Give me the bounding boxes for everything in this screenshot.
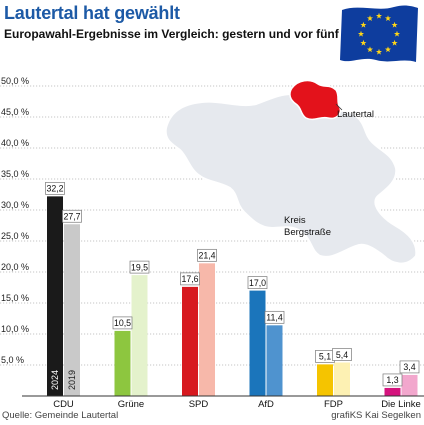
y-tick-label: 5,0 % bbox=[1, 355, 24, 365]
flag-star-icon bbox=[357, 30, 365, 37]
y-tick-label: 40,0 % bbox=[1, 138, 29, 148]
category-label: SPD bbox=[189, 399, 209, 410]
value-label-box bbox=[197, 248, 217, 262]
y-tick-label: 35,0 % bbox=[1, 169, 29, 179]
flag-star-icon bbox=[391, 21, 398, 28]
category-label: Grüne bbox=[118, 399, 144, 410]
category-label: AfD bbox=[258, 399, 274, 410]
value-label-box bbox=[332, 348, 352, 361]
y-tick-label: 25,0 % bbox=[1, 231, 29, 241]
flag-star-icon bbox=[393, 30, 401, 37]
category-label: Die Linke bbox=[381, 399, 421, 410]
flag-star-icon bbox=[360, 21, 367, 28]
bar-year-label: 2019 bbox=[67, 370, 77, 390]
flag-star-icon bbox=[375, 48, 383, 55]
value-label: 17,6 bbox=[181, 274, 198, 284]
flag-star-icon bbox=[391, 39, 398, 46]
value-label-box bbox=[247, 276, 268, 289]
flag-star-icon bbox=[366, 46, 374, 53]
bar-2024-cdu bbox=[47, 196, 63, 396]
kreis-bergstrasse-shape bbox=[164, 92, 418, 265]
y-tick-label: 10,0 % bbox=[1, 324, 29, 334]
bar-2024-die-linke bbox=[384, 387, 401, 396]
bar-2019-grüne bbox=[131, 275, 148, 396]
source-note: Quelle: Gemeinde Lautertal bbox=[2, 410, 119, 421]
value-label-box bbox=[264, 310, 285, 324]
value-label: 11,4 bbox=[266, 313, 283, 323]
map-label-lautertal: Lautertal bbox=[337, 109, 374, 120]
bar-2019-fdp bbox=[334, 362, 350, 396]
flag-star-icon bbox=[384, 15, 392, 21]
y-tick-label: 50,0 % bbox=[1, 76, 29, 86]
value-label-box bbox=[129, 260, 150, 274]
value-label: 1,3 bbox=[386, 375, 398, 385]
flag-star-icon bbox=[360, 39, 367, 46]
bar-2024-spd bbox=[182, 286, 198, 396]
category-label: CDU bbox=[53, 399, 74, 410]
value-label: 5,4 bbox=[336, 350, 348, 360]
bar-2019-cdu bbox=[64, 224, 80, 396]
value-label: 5,1 bbox=[319, 352, 331, 362]
value-label-box bbox=[62, 209, 82, 223]
value-label: 3,4 bbox=[403, 362, 415, 372]
value-label: 21,4 bbox=[198, 251, 215, 261]
eu-flag-icon bbox=[340, 5, 418, 63]
bar-2024-grüne bbox=[114, 330, 131, 396]
bar-2019-afd bbox=[266, 325, 283, 396]
map-label-bergstrasse: Bergstraße bbox=[284, 227, 331, 238]
page-subtitle: Europawahl-Ergebnisse im Vergleich: gest… bbox=[4, 27, 382, 41]
value-label-box bbox=[399, 360, 420, 374]
y-tick-label: 20,0 % bbox=[1, 262, 29, 272]
bar-2019-die-linke bbox=[401, 374, 418, 396]
map-label-kreis: Kreis bbox=[284, 215, 306, 226]
value-label-box bbox=[112, 316, 133, 330]
district-map bbox=[164, 79, 418, 265]
lautertal-pointer-line bbox=[335, 103, 343, 111]
credit-note: grafiKS Kai Segelken bbox=[331, 410, 421, 421]
page-title: Lautertal hat gewählt bbox=[4, 3, 180, 23]
bar-2019-spd bbox=[199, 263, 215, 396]
value-label-box bbox=[180, 272, 200, 286]
flag-star-icon bbox=[384, 46, 392, 53]
map-highlight-lautertal bbox=[289, 79, 342, 121]
flag-star-icon bbox=[366, 15, 374, 21]
bar-2024-afd bbox=[249, 290, 266, 396]
flag-star-icon bbox=[375, 12, 383, 19]
y-tick-label: 45,0 % bbox=[1, 107, 29, 117]
value-label: 32,2 bbox=[46, 184, 63, 194]
bar-year-label: 2024 bbox=[50, 370, 60, 390]
value-label-box bbox=[45, 182, 65, 195]
bar-2024-fdp bbox=[317, 364, 333, 396]
y-tick-label: 15,0 % bbox=[1, 293, 29, 303]
y-tick-label: 30,0 % bbox=[1, 200, 29, 210]
value-label: 10,5 bbox=[114, 318, 131, 328]
value-label: 27,7 bbox=[63, 212, 80, 222]
value-label: 19,5 bbox=[131, 262, 148, 272]
value-label-box bbox=[382, 373, 403, 387]
value-label: 17,0 bbox=[249, 278, 266, 288]
category-label: FDP bbox=[324, 399, 343, 410]
